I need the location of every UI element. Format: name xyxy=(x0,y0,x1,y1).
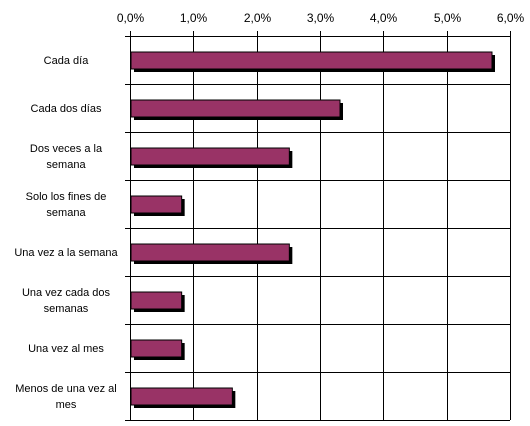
bar xyxy=(130,99,341,118)
category-label: Dos veces a la xyxy=(30,143,103,155)
x-tick-label: 4,0% xyxy=(370,11,398,25)
category-label: Menos de una vez al xyxy=(15,383,117,395)
bar xyxy=(130,339,183,358)
x-tick-label: 5,0% xyxy=(434,11,462,25)
category-label: Cada día xyxy=(44,55,90,67)
x-tick-label: 1,0% xyxy=(180,11,208,25)
bar xyxy=(130,243,290,262)
category-label: semanas xyxy=(44,303,89,315)
category-label: Una vez a la semana xyxy=(14,247,118,259)
category-label: semana xyxy=(46,159,86,171)
category-label: Una vez al mes xyxy=(28,343,104,355)
bar xyxy=(130,51,493,70)
bar xyxy=(130,147,290,166)
bars xyxy=(130,51,495,408)
category-label: semana xyxy=(46,207,86,219)
category-label: mes xyxy=(56,399,77,411)
bar xyxy=(130,291,183,310)
x-tick-label: 2,0% xyxy=(244,11,272,25)
bar xyxy=(130,387,233,406)
bar xyxy=(130,195,183,214)
category-labels: Cada día Cada dos días Dos veces a la seman… xyxy=(14,55,118,411)
grid-lines xyxy=(125,31,511,421)
x-tick-labels: 0,0% 1,0% 2,0% 3,0% 4,0% 5,0% 6,0% xyxy=(117,11,525,25)
category-label: Cada dos días xyxy=(31,103,102,115)
x-tick-label: 6,0% xyxy=(497,11,525,25)
category-label: Una vez cada dos xyxy=(22,287,111,299)
category-label: Solo los fines de xyxy=(26,191,107,203)
x-tick-label: 0,0% xyxy=(117,11,145,25)
x-tick-label: 3,0% xyxy=(307,11,335,25)
